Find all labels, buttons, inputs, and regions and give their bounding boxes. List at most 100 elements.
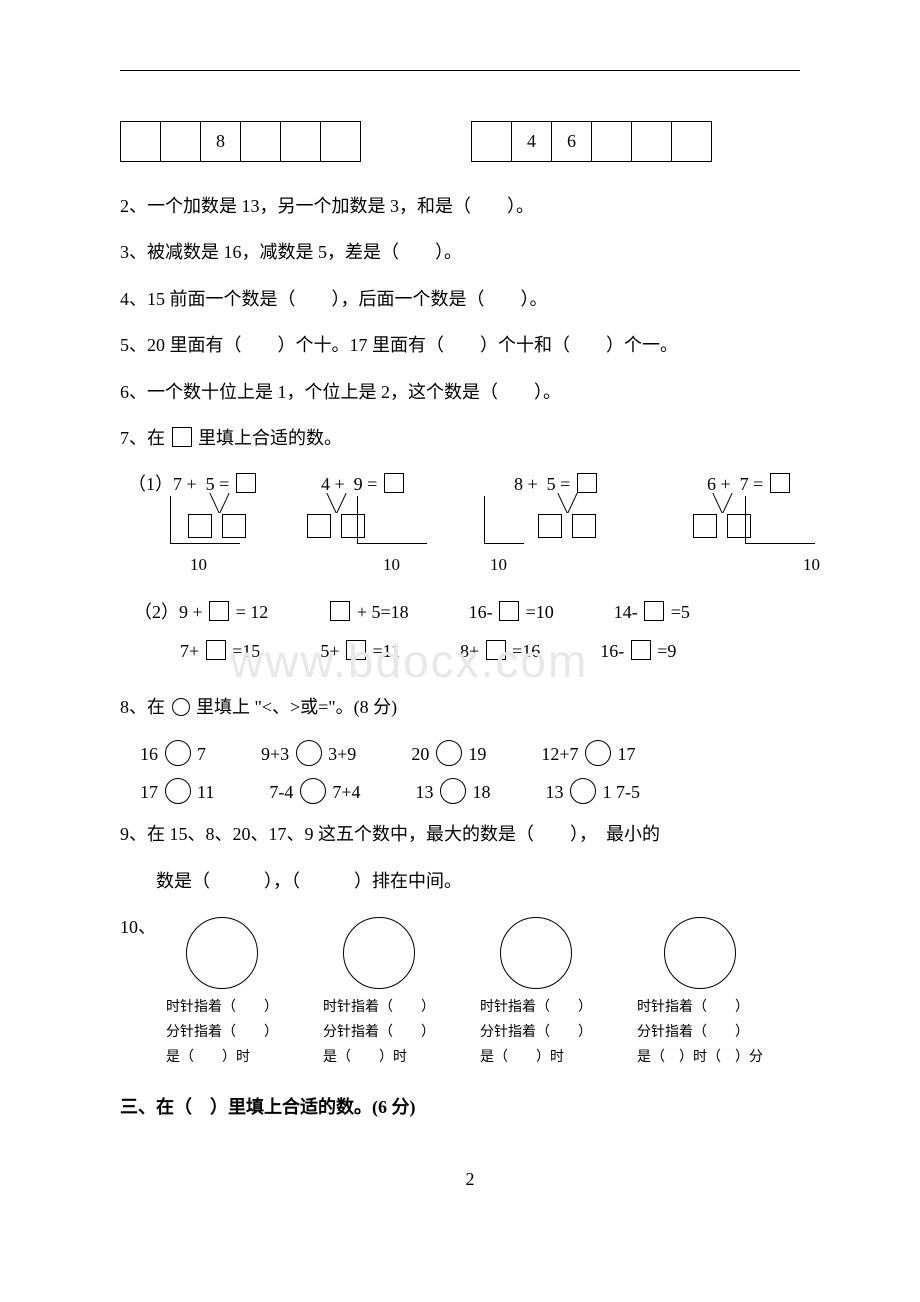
eq-row-1: （2）9 + = 12 + 5=18 16- =10 14- =5 — [134, 596, 820, 628]
split-box — [693, 514, 717, 538]
right: 7 — [197, 744, 206, 764]
question-10: 10、 时针指着（ ） 分针指着（ ） 是（ ）时 时针指着（ ） 分针指着（ … — [120, 911, 820, 1071]
cell — [241, 122, 281, 162]
a: 4 — [321, 474, 330, 494]
eq-row-2: 7+ =15 5+ =11 8+ =16 16- =9 — [180, 635, 820, 667]
question-4: 4、15 前面一个数是（ ），后面一个数是（ ）。 — [120, 283, 820, 315]
q10-label: 10、 — [120, 911, 156, 943]
pre: 8+ — [460, 641, 479, 661]
clock-face — [343, 917, 415, 989]
split-box — [222, 514, 246, 538]
question-9-cont: 数是（ ），（ ）排在中间。 — [156, 865, 820, 897]
comp: 17 11 — [140, 776, 214, 808]
split-box — [727, 514, 751, 538]
cell — [321, 122, 361, 162]
cell — [121, 122, 161, 162]
comp: 9+3 3+9 — [261, 738, 356, 770]
square-icon — [172, 427, 192, 447]
eq: 14- =5 — [614, 596, 690, 628]
split-box — [538, 514, 562, 538]
a: 6 — [707, 474, 716, 494]
post: =5 — [671, 602, 690, 622]
clock-line: 分针指着（ ） — [166, 1020, 278, 1045]
post: + 5=18 — [357, 602, 409, 622]
page-number: 2 — [120, 1163, 820, 1195]
blank-box — [499, 601, 519, 621]
clock-line: 分针指着（ ） — [323, 1020, 435, 1045]
clock-line: 时针指着（ ） — [480, 995, 592, 1020]
q8-before: 8、在 — [120, 697, 170, 717]
cell — [632, 122, 672, 162]
blank-box — [330, 601, 350, 621]
pre: 14- — [614, 602, 638, 622]
left: 7-4 — [269, 782, 293, 802]
pre: 16- — [600, 641, 624, 661]
blank-box — [631, 640, 651, 660]
clock-line: 是（ ）时 — [166, 1045, 278, 1070]
clock-line: 是（ ）时（ ）分 — [637, 1045, 763, 1070]
left: 9+3 — [261, 744, 289, 764]
clock-face — [500, 917, 572, 989]
clock-line: 分针指着（ ） — [480, 1020, 592, 1045]
a: 8 — [514, 474, 523, 494]
cell — [672, 122, 712, 162]
pre: （2）9 + — [134, 602, 203, 622]
number-tables: 8 4 6 — [120, 121, 820, 162]
question-2: 2、一个加数是 13，另一个加数是 3，和是（ ）。 — [120, 190, 820, 222]
b: 9 — [354, 474, 363, 494]
table-1: 8 — [120, 121, 361, 162]
circle-blank — [570, 778, 596, 804]
cell — [161, 122, 201, 162]
clock-line: 时针指着（ ） — [166, 995, 278, 1020]
decomp-2: 4 + 9 = 10 — [321, 468, 434, 588]
question-8-intro: 8、在 里填上 "<、>或="。(8 分) — [120, 691, 820, 723]
blank-box — [206, 640, 226, 660]
left: 13 — [416, 782, 434, 802]
comp: 7-4 7+4 — [269, 776, 360, 808]
bracket — [357, 496, 427, 544]
split-box — [572, 514, 596, 538]
comp: 20 19 — [411, 738, 486, 770]
comp-row-1: 16 7 9+3 3+9 20 19 12+7 17 — [140, 738, 820, 770]
pre: 16- — [469, 602, 493, 622]
clock-4: 时针指着（ ） 分针指着（ ） 是（ ）时（ ）分 — [637, 917, 763, 1071]
eq: 8+ =16 — [460, 635, 540, 667]
circle-icon — [172, 698, 190, 716]
top-rule — [120, 70, 800, 71]
q7-text-after: 里填上合适的数。 — [194, 428, 343, 448]
ten-label: 10 — [490, 550, 507, 581]
a: 7 — [173, 474, 182, 494]
cell — [281, 122, 321, 162]
blank-box — [346, 640, 366, 660]
post: =10 — [526, 602, 554, 622]
right: 3+9 — [328, 744, 356, 764]
cell — [592, 122, 632, 162]
circle-blank — [296, 740, 322, 766]
left: 12+7 — [541, 744, 578, 764]
circle-blank — [436, 740, 462, 766]
cell: 4 — [512, 122, 552, 162]
post: = 12 — [236, 602, 269, 622]
comp-row-2: 17 11 7-4 7+4 13 18 13 1 7-5 — [140, 776, 820, 808]
right: 1 7-5 — [603, 782, 641, 802]
comp: 13 1 7-5 — [546, 776, 641, 808]
ten-label: 10 — [190, 550, 207, 581]
post: =9 — [657, 641, 676, 661]
table-2: 4 6 — [471, 121, 712, 162]
blank-box — [209, 601, 229, 621]
circle-blank — [440, 778, 466, 804]
ten-label: 10 — [383, 550, 400, 581]
pre: 7+ — [180, 641, 199, 661]
circle-blank — [165, 778, 191, 804]
split-box — [188, 514, 212, 538]
right: 7+4 — [332, 782, 360, 802]
left: 20 — [411, 744, 429, 764]
left: 17 — [140, 782, 158, 802]
cell: 8 — [201, 122, 241, 162]
clock-line: 分针指着（ ） — [637, 1020, 763, 1045]
clock-line: 是（ ）时 — [323, 1045, 435, 1070]
eq: 5+ =11 — [320, 635, 400, 667]
clock-row: 时针指着（ ） 分针指着（ ） 是（ ）时 时针指着（ ） 分针指着（ ） 是（… — [166, 917, 763, 1071]
clock-line: 是（ ）时 — [480, 1045, 592, 1070]
answer-box — [577, 473, 597, 493]
